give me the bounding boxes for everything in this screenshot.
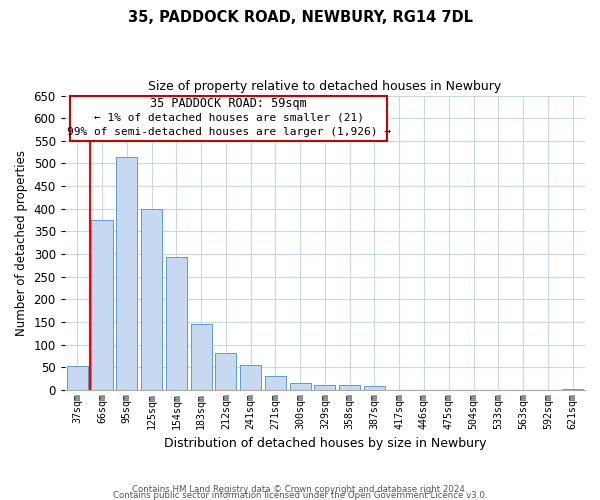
Bar xyxy=(215,353,236,390)
Bar xyxy=(191,324,212,390)
Text: ← 1% of detached houses are smaller (21): ← 1% of detached houses are smaller (21) xyxy=(94,112,364,122)
Bar xyxy=(240,365,261,390)
Text: 35 PADDOCK ROAD: 59sqm: 35 PADDOCK ROAD: 59sqm xyxy=(151,98,307,110)
Bar xyxy=(562,389,583,390)
Title: Size of property relative to detached houses in Newbury: Size of property relative to detached ho… xyxy=(148,80,502,93)
Bar xyxy=(364,386,385,390)
Bar xyxy=(265,376,286,390)
FancyBboxPatch shape xyxy=(70,96,388,141)
X-axis label: Distribution of detached houses by size in Newbury: Distribution of detached houses by size … xyxy=(164,437,486,450)
Bar xyxy=(116,156,137,390)
Bar xyxy=(339,386,360,390)
Text: Contains HM Land Registry data © Crown copyright and database right 2024.: Contains HM Land Registry data © Crown c… xyxy=(132,484,468,494)
Bar xyxy=(290,383,311,390)
Bar xyxy=(91,220,113,390)
Bar xyxy=(141,209,162,390)
Bar xyxy=(314,386,335,390)
Bar xyxy=(166,257,187,390)
Bar xyxy=(67,366,88,390)
Text: Contains public sector information licensed under the Open Government Licence v3: Contains public sector information licen… xyxy=(113,490,487,500)
Text: 35, PADDOCK ROAD, NEWBURY, RG14 7DL: 35, PADDOCK ROAD, NEWBURY, RG14 7DL xyxy=(128,10,473,25)
Text: 99% of semi-detached houses are larger (1,926) →: 99% of semi-detached houses are larger (… xyxy=(67,127,391,137)
Y-axis label: Number of detached properties: Number of detached properties xyxy=(15,150,28,336)
